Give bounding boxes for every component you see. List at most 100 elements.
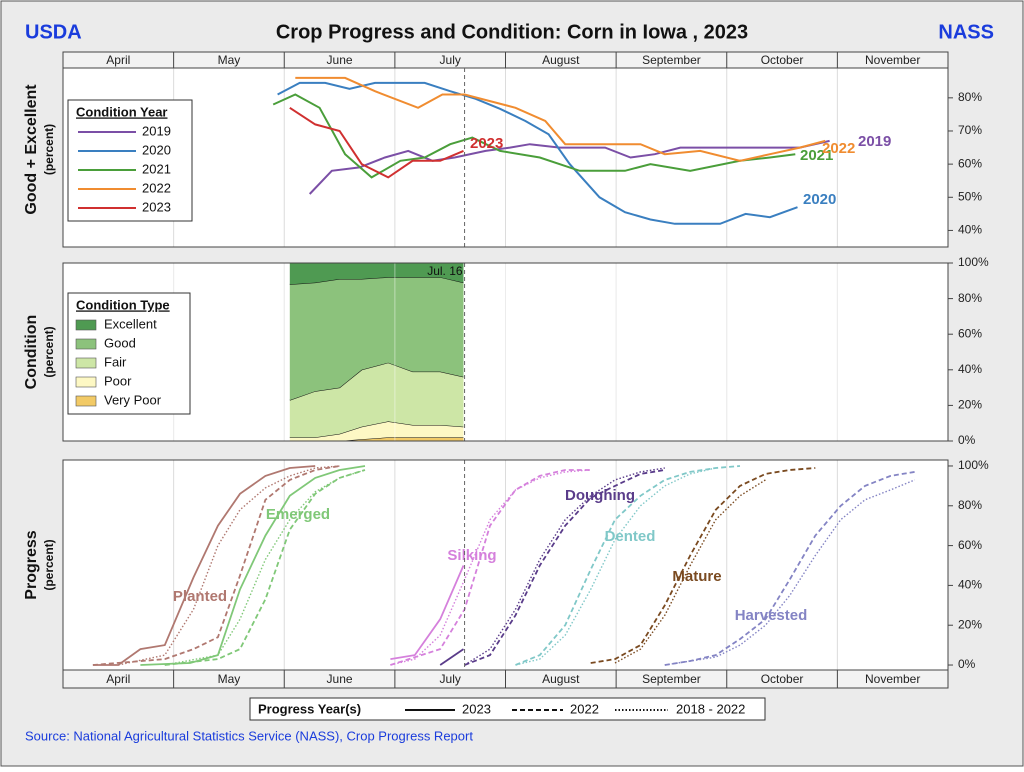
y-axis-label: Progress [23,530,40,599]
month-label: September [642,53,701,67]
stacked-area [289,421,464,441]
y-tick-label: 80% [958,90,982,104]
y-axis-unit: (percent) [42,326,56,377]
stacked-area [289,362,464,438]
month-label: August [542,672,580,686]
progress-line [515,467,716,666]
series-end-label: 2022 [822,140,855,157]
series-end-label: 2021 [800,147,833,164]
legend-label: 2020 [142,142,171,157]
legend-title: Condition Year [76,104,168,119]
series-line [272,93,796,179]
stage-label: Emerged [266,506,330,523]
legend-label: Fair [104,354,127,369]
progress-line [390,469,591,666]
y-tick-label: 20% [958,398,982,412]
series-line [277,81,798,225]
legend-swatch [75,338,97,350]
month-label: June [327,672,353,686]
month-label: April [106,672,130,686]
y-tick-label: 80% [958,291,982,305]
y-axis-label: Condition [23,315,40,390]
stacked-area [289,277,464,401]
legend-swatch [75,376,97,388]
y-tick-label: 20% [958,617,982,631]
legend-label: Very Poor [104,392,162,407]
y-tick-label: 40% [958,223,982,237]
progress-line [464,469,665,666]
y-tick-label: 40% [958,362,982,376]
month-label: July [440,53,461,67]
progress-line [390,469,591,666]
y-tick-label: 70% [958,123,982,137]
panel: 0% 20% 40% 60% 80% 100% Progress (percent) Plant… [23,458,989,721]
progress-line [464,467,665,666]
month-label: July [440,672,461,686]
month-label: June [327,53,353,67]
legend-label: Excellent [104,316,157,331]
y-tick-label: 0% [958,433,976,447]
y-axis-unit: (percent) [42,124,56,175]
y-tick-label: 60% [958,156,982,170]
month-label: May [218,672,241,686]
y-axis-label: Good + Excellent [23,84,40,215]
legend-box [67,99,193,222]
plot-frame [62,51,949,248]
y-tick-label: 50% [958,189,982,203]
series-end-label: 2023 [470,135,503,152]
header-left: USDA [25,21,82,43]
stacked-area [289,263,464,285]
panel: 0% 20% 40% 60% 80% 100% Condition (percent) Jul.… [23,255,989,447]
legend-label: 2023 [462,701,491,716]
marker-label: Jul. 16 [427,264,463,278]
progress-line [664,471,915,666]
month-label: October [761,672,804,686]
stage-label: Dented [605,528,656,545]
progress-line [614,479,766,664]
legend-label: 2022 [142,180,171,195]
series-line [308,139,830,195]
month-label: November [865,672,920,686]
legend-swatch [75,319,97,331]
legend-box [67,292,191,415]
progress-line [164,469,366,666]
month-label: August [542,53,580,67]
panel: April May June July August September October No… [23,51,982,248]
header-right: NASS [938,21,994,43]
chart-title: Crop Progress and Condition: Corn in Iow… [276,21,748,43]
plot-frame [62,262,949,442]
series-line [295,76,826,162]
y-tick-label: 60% [958,538,982,552]
series-end-label: 2020 [803,191,836,208]
month-label: November [865,53,920,67]
legend-label: 2021 [142,161,171,176]
stage-label: Harvested [735,607,808,624]
y-tick-label: 60% [958,326,982,340]
stage-label: Silking [447,547,496,564]
y-tick-label: 100% [958,255,989,269]
legend-box [249,697,766,721]
y-axis-unit: (percent) [42,539,56,590]
progress-line [92,465,340,666]
y-tick-label: 100% [958,458,989,472]
y-tick-label: 80% [958,498,982,512]
progress-line [590,467,816,664]
legend-label: 2018 - 2022 [676,701,745,716]
legend-title: Condition Type [76,297,170,312]
legend-label: 2022 [570,701,599,716]
legend-label: 2023 [142,199,171,214]
month-label: May [218,53,241,67]
progress-line [390,565,465,660]
series-end-label: 2019 [858,133,891,150]
month-label: September [642,672,701,686]
legend-label: Good [104,335,136,350]
y-tick-label: 0% [958,657,976,671]
series-line [289,106,464,179]
y-tick-label: 40% [958,578,982,592]
legend-label: 2019 [142,123,171,138]
month-label: April [106,53,130,67]
stage-label: Planted [173,588,227,605]
progress-line [92,465,316,666]
month-label: October [761,53,804,67]
